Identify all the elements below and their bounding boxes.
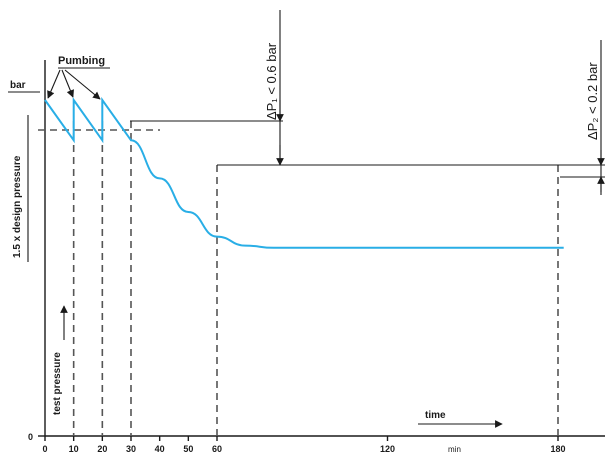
y-unit-label: bar [10,80,26,91]
x-tick-label-60: 60 [212,444,222,453]
x-ticks [44,436,559,441]
dashed-time-markers [72,121,559,436]
y-upper-label: 1.5 x design pressure [12,155,23,258]
x-tick-label-20: 20 [97,444,107,453]
x-tick-label-0: 0 [42,444,47,453]
x-unit-label: min [448,445,461,453]
dp2-annotation: ΔP₂ < 0.2 bar [585,62,600,140]
time-label: time [425,410,446,421]
x-tick-label-50: 50 [183,444,193,453]
x-tick-label-10: 10 [69,444,79,453]
dp1-annotation: ΔP₁ < 0.6 bar [264,42,279,120]
x-tick-label-120: 120 [380,444,395,453]
y-zero-label: 0 [28,432,33,442]
pumping-arrow-2 [61,69,74,98]
pumping-label: Pumbing [58,55,105,67]
pressure-curve [44,96,564,249]
x-tick-label-40: 40 [155,444,165,453]
x-tick-label-30: 30 [126,444,136,453]
pumping-arrow-1 [47,69,61,99]
x-tick-label-180: 180 [550,444,565,453]
y-lower-label: test pressure [52,352,63,415]
pumping-arrow-3 [64,69,101,100]
x-tick-labels: 0 10 20 30 40 50 60 120 180 [42,444,565,453]
